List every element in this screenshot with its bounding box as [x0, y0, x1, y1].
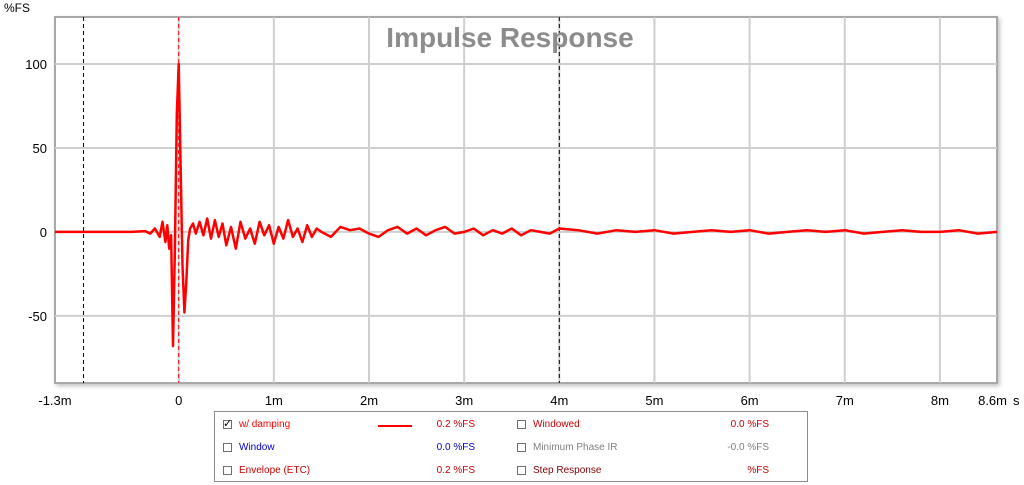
x-axis-unit: s: [1013, 393, 1020, 408]
legend-label: Window: [239, 442, 275, 453]
x-axis: -1.3m 0 1m 2m 3m 4m 5m 6m 7m 8m 8.6m: [38, 393, 1007, 408]
x-tick-label: 1m: [265, 393, 283, 408]
cursor-markers: [83, 17, 560, 383]
legend-checkbox[interactable]: [517, 420, 526, 429]
legend-checkbox[interactable]: [223, 443, 232, 452]
x-tick-label: 8m: [931, 393, 949, 408]
legend-label: Step Response: [533, 465, 602, 476]
legend-label: Windowed: [533, 419, 580, 430]
legend-label: Envelope (ETC): [239, 465, 311, 476]
y-tick-label: -50: [28, 309, 47, 324]
legend-swatch: [378, 425, 412, 427]
chart-title: Impulse Response: [386, 22, 633, 53]
legend-value: 0.0 %FS: [730, 419, 769, 430]
x-tick-label: 0: [175, 393, 182, 408]
legend-value: 0.2 %FS: [436, 465, 475, 476]
legend-row: w/ damping 0.2 %FS Windowed 0.0 %FS: [215, 417, 807, 438]
legend-label: Minimum Phase IR: [533, 442, 618, 453]
legend-checkbox[interactable]: [517, 443, 526, 452]
x-tick-label: 3m: [455, 393, 473, 408]
legend-row: Envelope (ETC) 0.2 %FS Step Response %FS: [215, 464, 807, 484]
x-tick-label: -1.3m: [38, 393, 71, 408]
legend-row: Window 0.0 %FS Minimum Phase IR -0.0 %FS: [215, 441, 807, 461]
x-tick-label: 5m: [645, 393, 663, 408]
x-tick-label: 6m: [741, 393, 759, 408]
legend-label: w/ damping: [239, 419, 291, 430]
legend-checkbox[interactable]: [517, 466, 526, 475]
y-axis-label: %FS: [4, 1, 30, 15]
x-tick-label: 7m: [836, 393, 854, 408]
legend-panel: w/ damping 0.2 %FS Windowed 0.0 %FS Window 0.…: [214, 411, 808, 482]
x-tick-label: 4m: [550, 393, 568, 408]
series-layer: [55, 62, 998, 348]
x-tick-label: 8.6m: [978, 393, 1007, 408]
legend-value: 0.2 %FS: [436, 419, 475, 430]
plot-area: [54, 16, 998, 384]
legend-value: 0.0 %FS: [436, 442, 475, 453]
series-line: [55, 62, 998, 348]
y-tick-label: 100: [25, 57, 47, 72]
impulse-response-chart: Impulse Response 100 50 0 -50 -1.3m 0 1m 2m 3m 4…: [4, 1, 1020, 408]
legend-checkbox[interactable]: [223, 417, 232, 430]
legend-value: -0.0 %FS: [727, 442, 769, 453]
y-tick-label: 0: [40, 225, 47, 240]
y-tick-label: 50: [33, 141, 47, 156]
x-tick-label: 2m: [360, 393, 378, 408]
legend-value: %FS: [747, 465, 769, 476]
legend-checkbox[interactable]: [223, 466, 232, 475]
y-axis: 100 50 0 -50: [25, 57, 47, 324]
